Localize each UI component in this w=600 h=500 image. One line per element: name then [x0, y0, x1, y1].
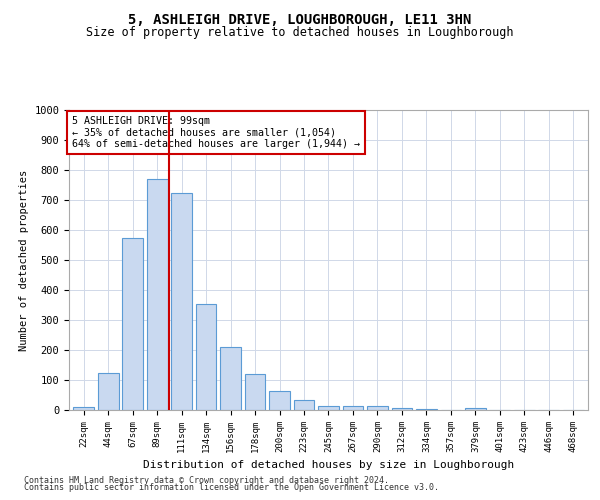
- Bar: [245, 374, 265, 410]
- X-axis label: Distribution of detached houses by size in Loughborough: Distribution of detached houses by size …: [143, 460, 514, 470]
- Text: 5, ASHLEIGH DRIVE, LOUGHBOROUGH, LE11 3HN: 5, ASHLEIGH DRIVE, LOUGHBOROUGH, LE11 3H…: [128, 12, 472, 26]
- Bar: [269, 390, 290, 410]
- Bar: [73, 407, 94, 410]
- Bar: [196, 304, 217, 410]
- Bar: [367, 406, 388, 410]
- Bar: [122, 238, 143, 410]
- Bar: [220, 347, 241, 410]
- Bar: [147, 179, 167, 410]
- Bar: [293, 400, 314, 410]
- Y-axis label: Number of detached properties: Number of detached properties: [19, 170, 29, 350]
- Bar: [343, 406, 364, 410]
- Text: Contains public sector information licensed under the Open Government Licence v3: Contains public sector information licen…: [24, 484, 439, 492]
- Bar: [416, 408, 437, 410]
- Bar: [318, 406, 339, 410]
- Text: Size of property relative to detached houses in Loughborough: Size of property relative to detached ho…: [86, 26, 514, 39]
- Bar: [171, 192, 192, 410]
- Text: 5 ASHLEIGH DRIVE: 99sqm
← 35% of detached houses are smaller (1,054)
64% of semi: 5 ASHLEIGH DRIVE: 99sqm ← 35% of detache…: [71, 116, 359, 149]
- Bar: [465, 408, 486, 410]
- Bar: [98, 372, 119, 410]
- Text: Contains HM Land Registry data © Crown copyright and database right 2024.: Contains HM Land Registry data © Crown c…: [24, 476, 389, 485]
- Bar: [392, 408, 412, 410]
